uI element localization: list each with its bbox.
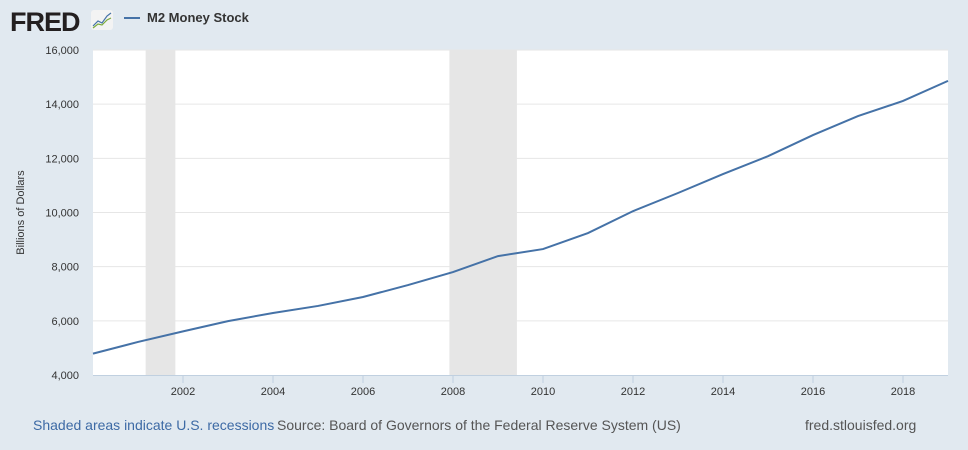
x-tick-label: 2002 (171, 386, 195, 398)
y-tick-label: 8,000 (51, 262, 79, 274)
recession-note-link[interactable]: Shaded areas indicate U.S. recessions (33, 417, 275, 433)
y-tick-label: 12,000 (45, 153, 79, 165)
series-line-m2 (92, 79, 949, 355)
legend[interactable]: M2 Money Stock (124, 10, 249, 25)
y-axis-label: Billions of Dollars (15, 170, 27, 255)
chart: 4,000 6,000 8,000 10,000 12,000 14,000 16,000 2… (15, 45, 949, 398)
fred-logo[interactable]: FRED (10, 7, 80, 37)
y-tick-label: 4,000 (51, 370, 79, 382)
x-tick-label: 2006 (351, 386, 375, 398)
y-tick-label: 10,000 (45, 208, 79, 220)
legend-swatch (124, 16, 140, 19)
y-tick-label: 16,000 (45, 45, 79, 57)
x-tick-label: 2014 (711, 386, 735, 398)
source-text: Source: Board of Governors of the Federa… (277, 417, 681, 433)
legend-label: M2 Money Stock (147, 10, 249, 25)
y-tick-label: 14,000 (45, 99, 79, 111)
x-tick-label: 2018 (891, 386, 915, 398)
x-tick-label: 2010 (531, 386, 555, 398)
x-tick-label: 2012 (621, 386, 645, 398)
line-chart-icon (91, 10, 113, 30)
site-url[interactable]: fred.stlouisfed.org (805, 417, 917, 433)
y-tick-label: 6,000 (51, 316, 79, 328)
x-tick-label: 2004 (261, 386, 285, 398)
x-tick-label: 2016 (801, 386, 825, 398)
x-tick-label: 2008 (441, 386, 465, 398)
